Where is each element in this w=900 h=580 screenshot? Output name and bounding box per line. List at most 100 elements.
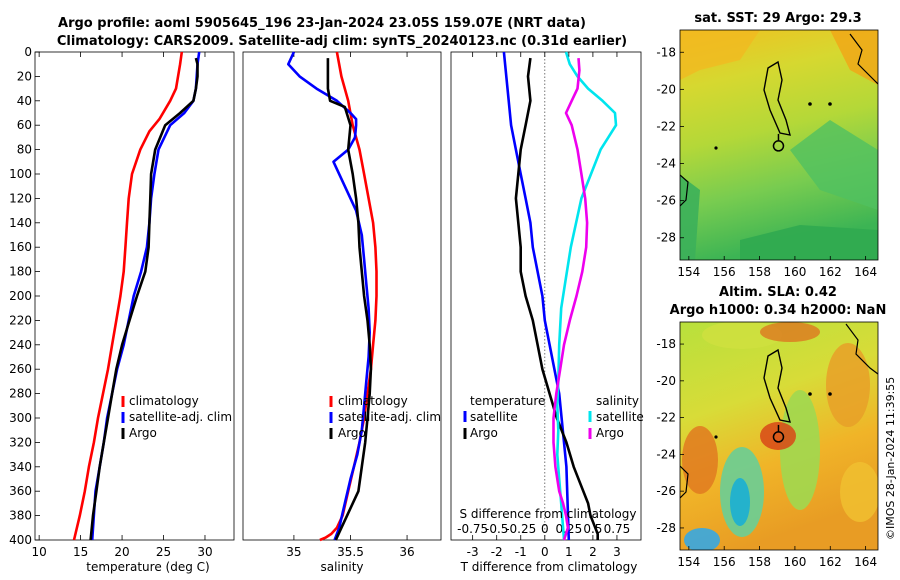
lon-tick-label: 164 <box>854 265 877 279</box>
figure-title-line1: Argo profile: aoml 5905645_196 23-Jan-20… <box>58 16 586 31</box>
sst-cool-patch <box>790 120 878 210</box>
sst-map-title: sat. SST: 29 Argo: 29.3 <box>694 11 861 26</box>
series-line-t-diff-argo <box>514 57 600 540</box>
y-tick-label: 140 <box>9 216 32 230</box>
y-tick-label: 280 <box>9 387 32 401</box>
sla-map-frame <box>679 321 879 551</box>
salinity-panel: 35 35.5 36 salinity climatology satellite-… <box>242 51 442 574</box>
y-tick-label: 320 <box>9 435 32 449</box>
y-tick-label: 20 <box>17 69 32 83</box>
sla-anomaly <box>840 462 878 522</box>
lon-tick-label: 154 <box>677 265 700 279</box>
sst-cool-patch-west <box>680 175 700 260</box>
x-tick-label: 2 <box>589 545 597 559</box>
difference-axes-box <box>450 51 642 541</box>
sla-map-panel: Altim. SLA: 0.42 Argo h1000: 0.34 h2000:… <box>656 285 886 569</box>
coastline <box>680 465 689 499</box>
x-tick-label: 35 <box>286 545 301 559</box>
series-line-s-diff-argo <box>552 58 589 541</box>
lat-tick-label: -24 <box>656 157 676 171</box>
y-tick-label: 40 <box>17 94 32 108</box>
series-line-satellite-adj-clim <box>90 51 201 541</box>
lat-tick-label: -22 <box>656 119 676 133</box>
figure-title-line2: Climatology: CARS2009. Satellite-adj cli… <box>57 34 627 49</box>
sst-warm-patch <box>680 30 760 80</box>
x2-tick-label: -0.5 <box>485 522 508 536</box>
difference-legend-salinity: salinity satellite Argo <box>588 394 644 440</box>
y-tick-label: 260 <box>9 362 32 376</box>
s-difference-x-axis: -0.75-0.5-0.25 0 0.25 0.5 0.75 <box>457 522 630 536</box>
lat-tick-label: -22 <box>656 411 676 425</box>
y-tick-label: 80 <box>17 143 32 157</box>
depth-axis: 0 20 40 60 80 100 120 140 160 180 200 220 240 260 280 3… <box>9 45 40 547</box>
y-tick-label: 120 <box>9 191 32 205</box>
islet <box>808 392 812 396</box>
x-tick-label: -2 <box>491 545 503 559</box>
temperature-legend: climatology satellite-adj. clim Argo <box>121 394 232 440</box>
lon-tick-label: 164 <box>854 555 877 569</box>
legend-title-temperature: temperature <box>470 394 545 408</box>
series-line-climatology <box>72 51 184 541</box>
y-tick-label: 180 <box>9 265 32 279</box>
x-tick-label: 10 <box>32 545 47 559</box>
lon-tick-label: 160 <box>783 555 806 569</box>
lon-tick-label: 162 <box>819 265 842 279</box>
sla-argo-position-marker <box>772 424 785 443</box>
x-tick-label: 35.5 <box>337 545 364 559</box>
y-tick-label: 340 <box>9 460 32 474</box>
reef-outline <box>849 33 878 85</box>
x2-tick-label: -0.75 <box>457 522 488 536</box>
x-tick-label: 25 <box>156 545 171 559</box>
salinity-x-axis: 35 35.5 36 <box>286 52 415 559</box>
y-tick-label: 380 <box>9 509 32 523</box>
y-tick-label: 100 <box>9 167 32 181</box>
islet <box>828 392 832 396</box>
lat-tick-label: -24 <box>656 447 676 461</box>
lon-tick-label: 156 <box>713 555 736 569</box>
series-line-t-diff-satellite <box>502 51 571 541</box>
islet <box>828 102 832 106</box>
legend-label-climatology: climatology <box>338 394 408 408</box>
lon-tick-label: 156 <box>713 265 736 279</box>
sla-anomaly <box>684 528 720 550</box>
lon-tick-label: 158 <box>748 555 771 569</box>
t-difference-x-axis: -3 -2 -1 0 1 2 3 <box>467 52 621 559</box>
x-tick-label: -3 <box>467 545 479 559</box>
x-tick-label: 1 <box>565 545 573 559</box>
sla-map-title: Altim. SLA: 0.42 <box>719 285 837 300</box>
temperature-xlabel: temperature (deg C) <box>86 560 209 574</box>
lat-tick-label: -28 <box>656 231 676 245</box>
y-tick-label: 240 <box>9 338 32 352</box>
y-tick-label: 60 <box>17 118 32 132</box>
legend-label-satellite: satellite-adj. clim <box>129 410 232 424</box>
islet <box>714 146 718 150</box>
salinity-axes-box <box>242 51 442 541</box>
sst-map-panel: sat. SST: 29 Argo: 29.3 154 156 158 160 162 1… <box>656 11 879 279</box>
temperature-panel: 0 20 40 60 80 100 120 140 160 180 200 220 240 260 280 3… <box>9 45 235 574</box>
series-line-argo <box>326 58 373 541</box>
legend-label-climatology: climatology <box>129 394 199 408</box>
salinity-legend: climatology satellite-adj. clim Argo <box>329 394 441 440</box>
islet <box>808 102 812 106</box>
x-tick-label: 36 <box>399 545 414 559</box>
difference-legend-temperature: temperature satellite Argo <box>463 394 545 440</box>
y-tick-label: 220 <box>9 313 32 327</box>
t-difference-xlabel: T difference from climatology <box>460 560 638 574</box>
lat-tick-label: -26 <box>656 484 676 498</box>
island-outline <box>763 60 791 136</box>
y-tick-label: 200 <box>9 289 32 303</box>
sla-anomaly <box>760 322 820 342</box>
sla-field <box>680 322 878 550</box>
sla-anomaly <box>730 478 750 526</box>
sla-map-axes: 154 156 158 160 162 164 -18 -20 -22 -24 -26 -28 <box>656 337 877 569</box>
s-difference-label: S difference from climatology <box>460 507 637 521</box>
legend-label-t-argo: Argo <box>470 426 498 440</box>
difference-series <box>502 51 618 541</box>
legend-label-t-satellite: satellite <box>470 410 518 424</box>
sst-cool-patch-south <box>740 225 878 260</box>
salinity-series <box>286 51 378 542</box>
y-tick-label: 0 <box>24 45 32 59</box>
y-tick-label: 300 <box>9 411 32 425</box>
lat-tick-label: -20 <box>656 82 676 96</box>
sla-map-subtitle: Argo h1000: 0.34 h2000: NaN <box>670 303 887 318</box>
